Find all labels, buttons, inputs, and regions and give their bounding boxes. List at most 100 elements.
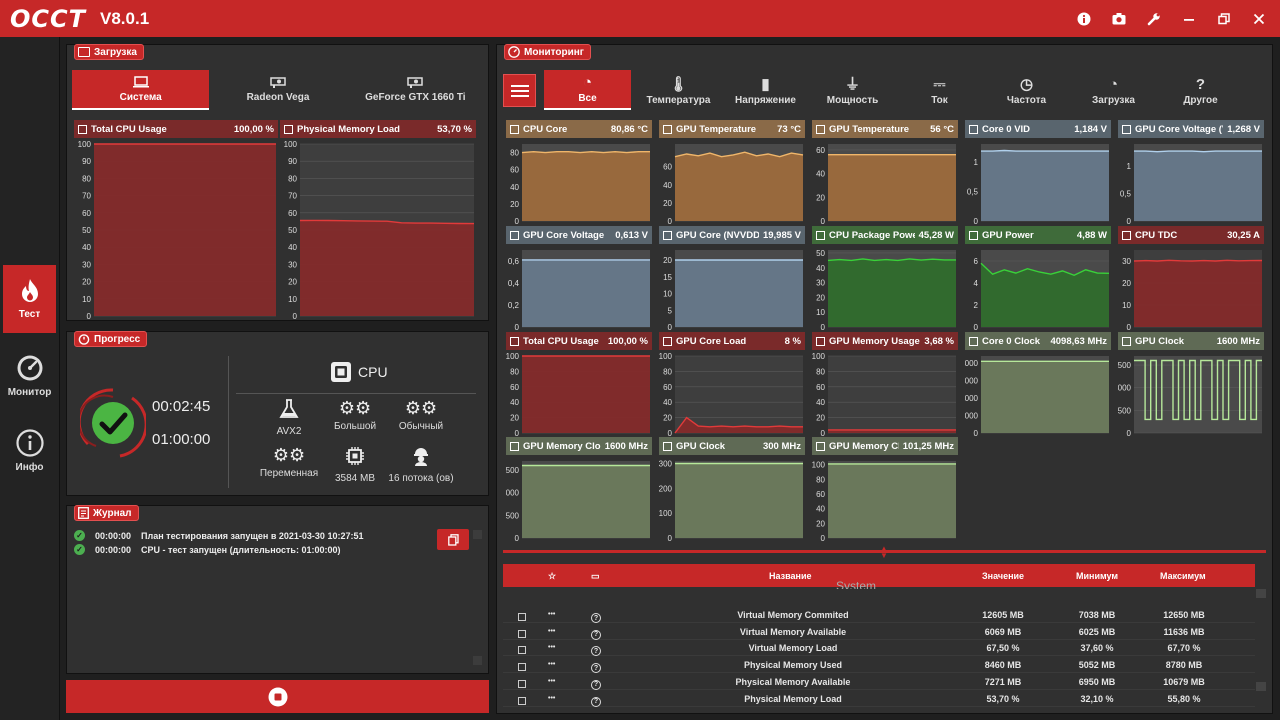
camera-icon[interactable] <box>1105 5 1132 32</box>
group-row-system[interactable]: System <box>836 579 876 589</box>
sidebar-item-info[interactable]: Инфо <box>3 417 56 485</box>
tab-power[interactable]: ⏚ Мощность <box>809 70 896 110</box>
y-tick-label: 0 <box>668 217 673 226</box>
check-icon: ✓ <box>74 544 85 555</box>
dc-current-icon: ⎓ <box>933 76 946 93</box>
cell-value: 7271 MB <box>984 676 1022 687</box>
graph-header: CPU Core 80,86 °C <box>506 120 652 138</box>
y-tick-label: 20 <box>288 278 297 287</box>
table-row[interactable]: •••? Virtual Memory Commited 12605 MB 7038 … <box>503 607 1255 623</box>
y-tick-label: 20 <box>816 519 825 528</box>
more-icon[interactable]: ••• <box>548 694 556 702</box>
restore-icon[interactable] <box>1210 5 1237 32</box>
stop-test-button[interactable] <box>66 680 489 713</box>
graph-gpu-temp-1[interactable]: GPU Temperature 73 °C 60 40 20 0 <box>659 120 805 226</box>
graph-core0-vid[interactable]: Core 0 VID 1,184 V 1 0,5 0 <box>965 120 1111 226</box>
sensor-icon <box>816 441 825 451</box>
more-icon[interactable]: ••• <box>548 644 556 652</box>
app-version: V8.0.1 <box>100 8 150 28</box>
graph-gpu-core-nvvdd[interactable]: GPU Core (NVVDD) 19,985 V 20 15 10 5 0 <box>659 226 805 332</box>
graph-cpu-package-power[interactable]: CPU Package Power 45,28 W 50 40 30 20 10 0 <box>812 226 958 332</box>
sidebar-item-test[interactable]: Тест <box>3 265 56 333</box>
graph-plot: 100 80 60 40 20 0 <box>659 352 803 438</box>
graph-gpu-core-voltage-1[interactable]: GPU Core Voltage (VI 1,268 V 1 0,5 0 <box>1118 120 1264 226</box>
graph-total-cpu-usage[interactable]: Total CPU Usage 100,00 % 100 80 60 40 20 0 <box>506 332 652 438</box>
y-tick-label: 20 <box>510 414 519 423</box>
graph-gpu-temp-2[interactable]: GPU Temperature 56 °C 60 40 20 0 <box>812 120 958 226</box>
column-name[interactable]: Название <box>769 571 812 581</box>
graph-gpu-clock-2[interactable]: GPU Clock 300 MHz 300 200 100 0 <box>659 437 805 543</box>
graph-header: GPU Power 4,88 W <box>965 226 1111 244</box>
column-min[interactable]: Минимум <box>1076 571 1119 581</box>
graph-total-cpu-usage-big[interactable]: Total CPU Usage 100,00 % 100 90 80 70 60 50 40 30… <box>74 120 278 321</box>
panel-splitter[interactable] <box>503 550 1266 553</box>
table-scroll-down[interactable] <box>1256 682 1266 691</box>
resize-handle-icon[interactable]: ▲ ▼ <box>880 544 888 560</box>
table-row[interactable]: •••? Virtual Memory Load 67,50 % 37,60 % 67,… <box>503 640 1255 657</box>
cell-min: 6950 MB <box>1078 676 1116 687</box>
tab-label: GeForce GTX 1660 Ti <box>365 92 466 103</box>
flame-icon <box>21 279 38 302</box>
table-row[interactable]: •••? Physical Memory Load 53,70 % 32,10 % 55… <box>503 691 1255 707</box>
progress-panel-tag: Прогресс <box>74 331 148 347</box>
table-row[interactable]: •••? Physical Memory Used 8460 MB 5052 MB 87… <box>503 657 1255 674</box>
journal-text: CPU - тест запущен (длительность: 01:00:… <box>141 544 341 555</box>
more-icon[interactable]: ••• <box>548 627 556 635</box>
elapsed-time: 00:02:45 <box>152 398 211 415</box>
minimize-icon[interactable] <box>1175 5 1202 32</box>
tab-all[interactable]: ◔ Все <box>544 70 631 110</box>
column-value[interactable]: Значение <box>982 571 1025 581</box>
graph-gpu-core-voltage-2[interactable]: GPU Core Voltage 0,613 V 0,6 0,4 0,2 0 <box>506 226 652 332</box>
column-max[interactable]: Максимум <box>1160 571 1206 581</box>
table-row[interactable]: •••? Physical Memory Available 7271 MB 6950… <box>503 674 1255 690</box>
graph-gpu-memory-clock-2[interactable]: GPU Memory Cl 101,25 MHz 100 80 60 40 20 0 <box>812 437 958 543</box>
scroll-down-button[interactable] <box>473 656 482 665</box>
graph-physical-memory-load-big[interactable]: Physical Memory Load 53,70 % 100 90 80 70 60 50… <box>280 120 476 321</box>
y-tick-label: 0 <box>821 217 826 226</box>
more-icon[interactable]: ••• <box>548 611 556 618</box>
close-icon[interactable] <box>1245 5 1272 32</box>
sidebar-item-monitor[interactable]: Монитор <box>3 342 56 410</box>
tab-temperature[interactable]: 🌡︎ Температура <box>635 70 722 110</box>
gears-icon: ⚙⚙ <box>404 398 438 418</box>
sensor-icon <box>1122 124 1131 134</box>
more-icon[interactable]: ••• <box>548 677 556 685</box>
graph-gpu-power[interactable]: GPU Power 4,88 W 6 4 2 0 <box>965 226 1111 332</box>
scroll-up-button[interactable] <box>473 530 482 539</box>
info-icon[interactable] <box>1070 5 1097 32</box>
tab-load[interactable]: ◔ Загрузка <box>1070 70 1157 110</box>
cell-min: 32,10 % <box>1080 693 1114 704</box>
gauge-icon: ◔ <box>582 74 593 91</box>
sensor-icon <box>969 230 978 240</box>
star-icon[interactable]: ☆ <box>548 571 557 581</box>
tab-label: Частота <box>1006 95 1047 106</box>
y-tick-label: 30 <box>1122 257 1131 266</box>
more-icon[interactable]: ••• <box>548 661 556 669</box>
graph-cpu-core[interactable]: CPU Core 80,86 °C 80 60 40 20 0 <box>506 120 652 226</box>
graph-title: GPU Core Voltage <box>523 229 605 241</box>
y-tick-label: 30 <box>82 260 91 269</box>
copy-icon <box>447 533 459 546</box>
y-tick-label: 40 <box>816 398 825 407</box>
tab-geforce-gtx-1660-ti[interactable]: GeForce GTX 1660 Ti <box>347 70 484 110</box>
graph-cpu-tdc[interactable]: CPU TDC 30,25 A 30 20 10 0 <box>1118 226 1264 332</box>
tab-system[interactable]: Система <box>72 70 210 110</box>
table-row[interactable]: •••? Virtual Memory Available 6069 MB 6025 … <box>503 624 1255 640</box>
table-scroll-up[interactable] <box>1256 589 1266 598</box>
device-column-icon[interactable]: ▭ <box>591 571 600 581</box>
tab-other[interactable]: ? Другое <box>1157 70 1244 110</box>
graph-gpu-memory-usage[interactable]: GPU Memory Usage 3,68 % 100 80 60 40 20 0 <box>812 332 958 438</box>
wrench-icon[interactable] <box>1140 5 1167 32</box>
graph-gpu-core-load[interactable]: GPU Core Load 8 % 100 80 60 40 20 0 <box>659 332 805 438</box>
tab-voltage[interactable]: ▮ Напряжение <box>722 70 809 110</box>
menu-button[interactable] <box>503 74 536 107</box>
tab-frequency[interactable]: ◷ Частота <box>983 70 1070 110</box>
graph-title-wrap: Physical Memory Load <box>284 124 400 135</box>
copy-log-button[interactable] <box>437 529 469 550</box>
tab-current[interactable]: ⎓ Ток <box>896 70 983 110</box>
graph-plot: 100 80 60 40 20 0 <box>506 352 650 438</box>
tab-radeon-vega[interactable]: Radeon Vega <box>209 70 346 110</box>
